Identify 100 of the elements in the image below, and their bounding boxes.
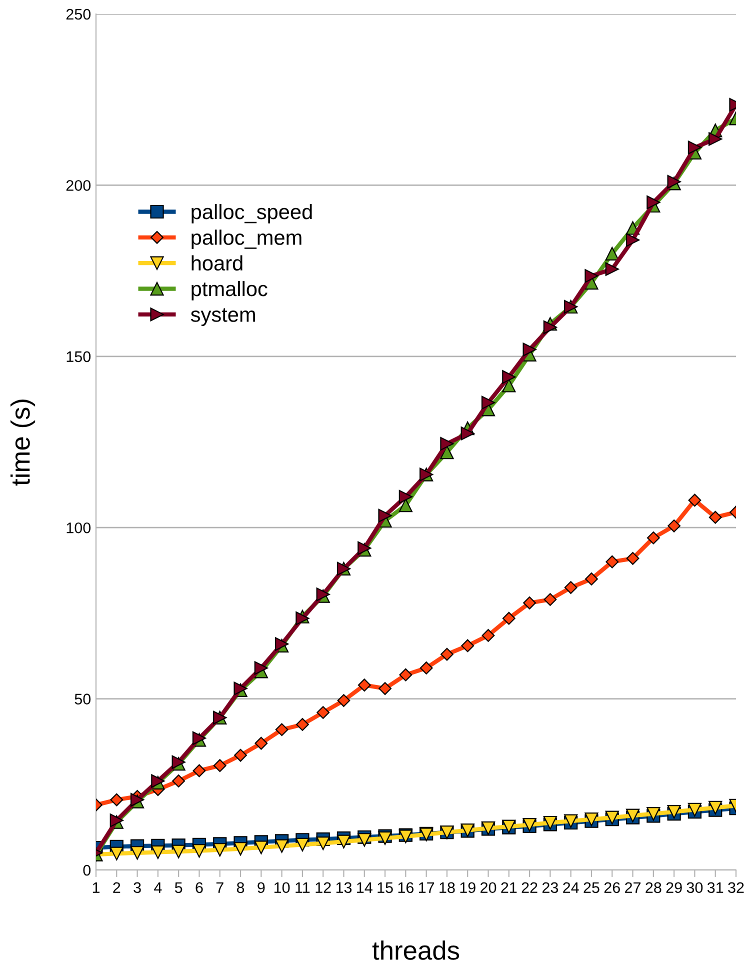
- x-tick-label: 2: [113, 882, 120, 893]
- x-tick-label: 14: [357, 882, 372, 893]
- point: [378, 682, 392, 695]
- point: [172, 774, 186, 788]
- point: [626, 552, 640, 565]
- point: [296, 838, 310, 852]
- point: [192, 844, 206, 858]
- point: [275, 723, 288, 736]
- point: [151, 845, 165, 859]
- point: [336, 834, 351, 848]
- x-tick-label: 24: [563, 882, 579, 893]
- x-tick-label: 10: [274, 882, 290, 894]
- x-tick-label: 9: [258, 882, 265, 894]
- x-tick-label: 3: [134, 882, 141, 894]
- point: [688, 494, 702, 507]
- point: [708, 800, 722, 814]
- y-tick-label: 50: [74, 694, 91, 704]
- y-tick-label: 0: [83, 864, 91, 876]
- x-tick-label: 4: [154, 882, 162, 893]
- x-tick-label: 13: [336, 882, 352, 894]
- x-tick-label: 17: [418, 882, 434, 893]
- legend-label: ptmalloc: [192, 280, 268, 300]
- x-tick-label: 28: [646, 882, 662, 894]
- point: [646, 196, 660, 210]
- x-tick-label: 30: [686, 882, 703, 894]
- point: [460, 426, 474, 440]
- point: [316, 836, 330, 850]
- y-tick-label: 250: [66, 8, 91, 20]
- point: [172, 844, 186, 858]
- x-tick-label: 20: [480, 882, 496, 894]
- x-tick-label: 19: [460, 882, 476, 894]
- point: [544, 593, 557, 606]
- x-tick-label: 32: [728, 882, 744, 894]
- x-axis-title: threads: [372, 940, 460, 960]
- point: [398, 490, 412, 504]
- point: [606, 555, 619, 568]
- legend-label: hoard: [192, 255, 242, 271]
- point: [254, 736, 268, 750]
- point: [192, 764, 206, 778]
- y-tick-label: 150: [66, 351, 91, 362]
- point: [522, 342, 536, 356]
- point: [213, 842, 227, 857]
- point: [254, 661, 268, 675]
- point: [626, 233, 640, 247]
- point: [440, 436, 454, 451]
- point: [130, 846, 144, 860]
- point: [213, 759, 226, 772]
- point: [481, 396, 496, 410]
- point: [440, 648, 454, 661]
- point: [502, 378, 516, 392]
- x-tick-label: 29: [666, 882, 682, 894]
- point: [461, 639, 474, 652]
- x-tick-label: 12: [316, 882, 331, 893]
- x-tick-label: 11: [296, 882, 310, 893]
- y-tick-label: 200: [66, 180, 91, 191]
- point: [502, 612, 516, 625]
- point: [667, 804, 681, 819]
- point: [110, 793, 124, 806]
- point: [564, 581, 578, 594]
- x-tick-label: 8: [236, 882, 244, 894]
- point: [440, 445, 454, 460]
- point: [708, 510, 722, 524]
- point: [420, 662, 433, 674]
- point: [296, 718, 309, 731]
- legend-label: system: [190, 308, 255, 326]
- x-tick-label: 26: [604, 882, 620, 894]
- point: [337, 694, 350, 707]
- x-tick-label: 25: [584, 882, 600, 894]
- point: [399, 668, 412, 682]
- legend-label: palloc_mem: [192, 230, 302, 250]
- x-tick-label: 18: [440, 882, 455, 894]
- x-tick-label: 1: [92, 882, 100, 893]
- x-tick-label: 23: [542, 882, 558, 894]
- point: [234, 748, 247, 762]
- point: [275, 839, 289, 853]
- point: [316, 706, 330, 719]
- point: [254, 840, 268, 854]
- point: [502, 370, 516, 384]
- point: [398, 498, 412, 512]
- x-tick-label: 7: [216, 882, 224, 893]
- x-tick-label: 21: [501, 882, 517, 893]
- point: [482, 629, 495, 642]
- x-tick-label: 27: [625, 882, 641, 893]
- point: [584, 269, 598, 283]
- legend-label: palloc_speed: [192, 204, 312, 224]
- point: [110, 846, 124, 860]
- point: [358, 833, 372, 847]
- point: [688, 140, 702, 154]
- point: [605, 262, 619, 276]
- point: [646, 531, 660, 544]
- x-tick-label: 6: [196, 882, 203, 894]
- x-tick-label: 5: [174, 882, 182, 894]
- point: [358, 678, 371, 692]
- point: [543, 320, 557, 334]
- point: [605, 246, 619, 260]
- point: [234, 842, 248, 856]
- x-tick-label: 16: [398, 882, 414, 894]
- x-tick-label: 31: [707, 882, 724, 894]
- point: [668, 519, 681, 532]
- point: [523, 596, 536, 610]
